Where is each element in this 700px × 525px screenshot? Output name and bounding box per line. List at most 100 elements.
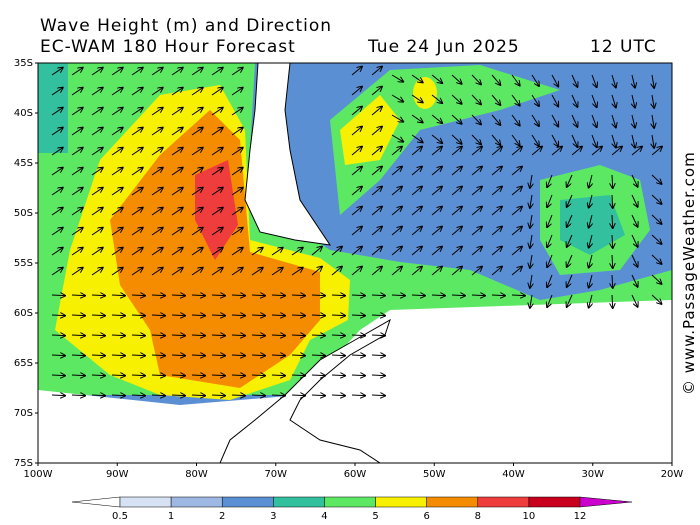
legend-label: 1 xyxy=(168,511,174,522)
arrow xyxy=(591,114,597,127)
arrow xyxy=(71,295,85,296)
arrow xyxy=(111,148,123,156)
arrow xyxy=(451,247,462,256)
arrow xyxy=(591,94,597,107)
arrow xyxy=(51,168,63,176)
arrow xyxy=(251,375,265,376)
arrow xyxy=(371,315,385,316)
arrow xyxy=(631,294,638,307)
arrow xyxy=(351,395,365,396)
wave-field xyxy=(38,63,68,153)
arrow xyxy=(231,208,243,216)
arrow xyxy=(71,248,83,256)
arrow xyxy=(351,355,365,356)
arrow xyxy=(91,148,103,156)
arrow xyxy=(589,214,592,228)
arrow xyxy=(51,228,63,236)
arrow xyxy=(371,107,382,116)
arrow xyxy=(491,114,500,125)
arrow xyxy=(411,167,422,176)
arrow xyxy=(171,335,185,336)
arrow xyxy=(511,74,520,85)
arrow xyxy=(551,94,558,106)
arrow xyxy=(131,355,145,356)
arrow xyxy=(91,335,105,336)
arrow xyxy=(567,274,573,287)
arrow xyxy=(51,148,63,156)
arrow xyxy=(351,267,362,276)
arrow xyxy=(191,395,205,396)
arrow xyxy=(211,228,223,236)
legend-label: 2 xyxy=(219,511,225,522)
arrow xyxy=(151,208,163,216)
arrow xyxy=(391,267,402,276)
arrow xyxy=(632,74,635,88)
arrow xyxy=(131,68,143,76)
arrow xyxy=(411,187,422,196)
arrow xyxy=(151,248,163,256)
arrow xyxy=(191,108,203,116)
arrow xyxy=(131,335,145,336)
lon-label: 100W xyxy=(24,469,53,480)
legend-swatch xyxy=(477,496,530,508)
arrow xyxy=(371,167,382,176)
arrow xyxy=(51,68,63,76)
arrow xyxy=(491,134,500,145)
arrow xyxy=(51,315,65,316)
arrow xyxy=(351,227,362,236)
arrow xyxy=(331,335,345,336)
arrow xyxy=(351,295,365,296)
arrow xyxy=(211,268,223,276)
arrow xyxy=(411,227,422,236)
arrow xyxy=(131,188,143,196)
arrow xyxy=(411,94,423,102)
arrow xyxy=(331,375,345,376)
arrow xyxy=(451,227,462,236)
arrow xyxy=(51,128,63,136)
arrow xyxy=(589,294,592,308)
arrow xyxy=(191,228,203,236)
arrow xyxy=(291,355,305,356)
arrow xyxy=(632,94,635,108)
arrow xyxy=(651,294,661,304)
arrow xyxy=(351,107,362,116)
arrow xyxy=(612,194,613,208)
arrow xyxy=(271,355,285,356)
arrow xyxy=(271,395,285,396)
arrow xyxy=(191,268,203,276)
arrow xyxy=(530,274,532,288)
arrow xyxy=(151,148,163,156)
arrow xyxy=(631,174,638,187)
arrow xyxy=(431,227,442,236)
arrow xyxy=(351,375,365,376)
arrow xyxy=(551,147,562,156)
arrow xyxy=(612,254,613,268)
arrow xyxy=(151,108,163,116)
arrow xyxy=(311,395,325,396)
date: Tue 24 Jun 2025 xyxy=(367,37,520,57)
land-antarctica xyxy=(219,318,391,463)
arrow xyxy=(111,295,125,296)
arrow xyxy=(547,194,553,207)
arrow xyxy=(51,188,63,196)
arrow xyxy=(111,88,123,96)
arrow xyxy=(547,174,553,187)
arrow xyxy=(391,295,405,296)
arrow xyxy=(571,94,577,107)
arrow xyxy=(651,234,661,244)
arrow xyxy=(231,128,243,136)
arrow xyxy=(391,167,402,176)
arrow xyxy=(51,335,65,336)
arrow xyxy=(111,188,123,196)
arrow xyxy=(211,355,225,356)
arrow xyxy=(511,295,525,296)
arrow xyxy=(151,68,163,76)
arrow xyxy=(71,335,85,336)
land-south-america xyxy=(244,63,332,246)
arrow xyxy=(91,208,103,216)
arrow xyxy=(151,375,165,376)
arrow xyxy=(291,335,305,336)
arrow xyxy=(651,254,661,264)
arrow xyxy=(151,88,163,96)
